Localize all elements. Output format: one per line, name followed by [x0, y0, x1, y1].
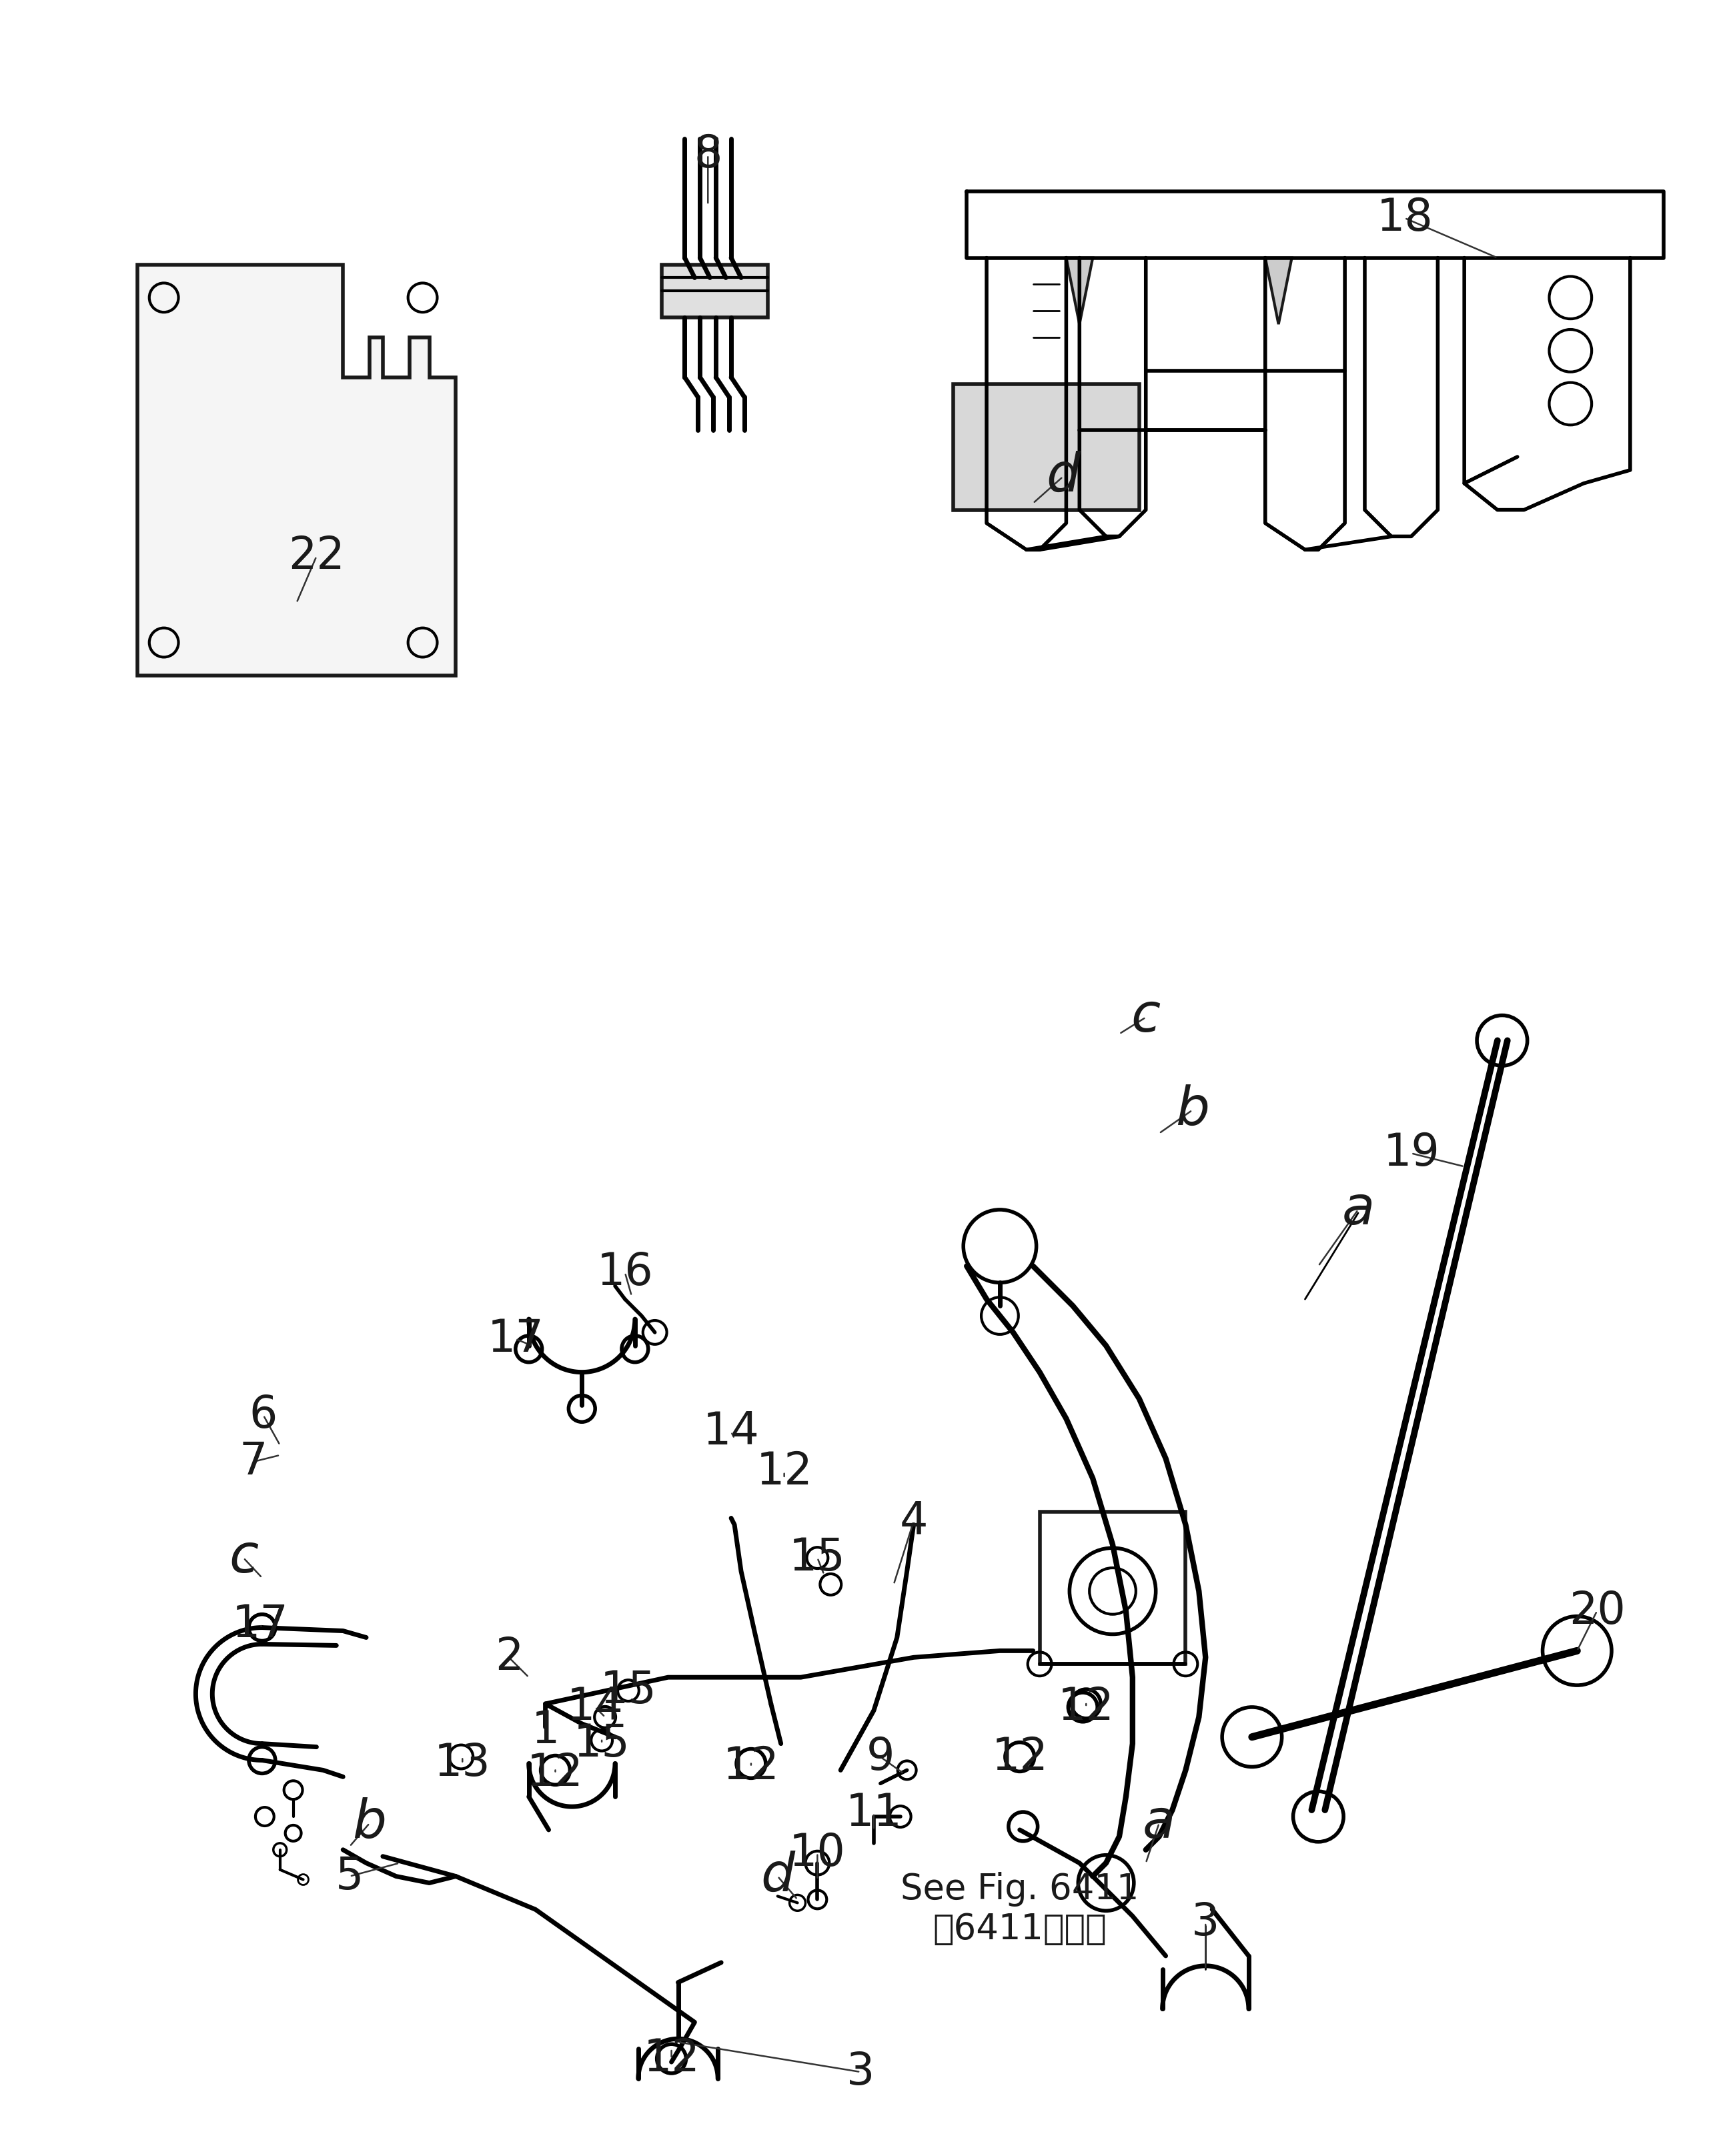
Polygon shape — [1265, 259, 1291, 323]
Text: 12: 12 — [724, 1744, 779, 1789]
Text: 12: 12 — [1058, 1686, 1115, 1729]
Polygon shape — [1066, 259, 1092, 323]
Text: 12: 12 — [526, 1751, 583, 1796]
Text: 1: 1 — [531, 1708, 559, 1753]
Polygon shape — [137, 265, 455, 675]
Text: 17: 17 — [486, 1317, 544, 1360]
Text: 15: 15 — [789, 1535, 846, 1580]
Text: b: b — [1175, 1084, 1210, 1136]
Text: 6: 6 — [249, 1393, 277, 1438]
Text: 8: 8 — [694, 134, 722, 177]
Text: d: d — [1046, 451, 1080, 502]
Text: a: a — [1342, 1184, 1374, 1235]
Text: 11: 11 — [845, 1792, 902, 1835]
Text: a: a — [1142, 1798, 1175, 1850]
Bar — [661, 265, 767, 317]
Text: 19: 19 — [1383, 1132, 1440, 1175]
Text: 4: 4 — [900, 1498, 928, 1544]
Text: c: c — [228, 1533, 258, 1585]
Text: 7: 7 — [239, 1440, 268, 1483]
Text: 22: 22 — [287, 535, 344, 578]
Text: c: c — [1130, 992, 1160, 1044]
Text: 2: 2 — [495, 1636, 523, 1680]
Text: 20: 20 — [1568, 1589, 1625, 1632]
Text: 12: 12 — [756, 1449, 812, 1494]
Text: 15: 15 — [573, 1723, 630, 1766]
Text: 3: 3 — [846, 2050, 874, 2093]
Text: 18: 18 — [1376, 196, 1433, 239]
Text: 12: 12 — [644, 2037, 699, 2081]
Text: d: d — [760, 1850, 795, 1902]
Text: 第6411図参照: 第6411図参照 — [933, 1912, 1106, 1947]
Text: 16: 16 — [597, 1250, 653, 1296]
Text: 15: 15 — [601, 1669, 656, 1712]
FancyBboxPatch shape — [954, 384, 1139, 509]
Text: 14: 14 — [703, 1410, 760, 1453]
Text: 5: 5 — [336, 1854, 364, 1897]
Text: b: b — [353, 1798, 386, 1850]
Text: 14: 14 — [566, 1686, 623, 1729]
Bar — [1040, 1511, 1186, 1664]
Text: See Fig. 6411: See Fig. 6411 — [900, 1871, 1139, 1906]
Text: 9: 9 — [866, 1736, 895, 1779]
Text: 17: 17 — [232, 1602, 289, 1647]
Text: 3: 3 — [1191, 1902, 1220, 1945]
Text: 10: 10 — [789, 1830, 846, 1876]
Text: 13: 13 — [434, 1742, 490, 1785]
Text: 12: 12 — [992, 1736, 1047, 1779]
